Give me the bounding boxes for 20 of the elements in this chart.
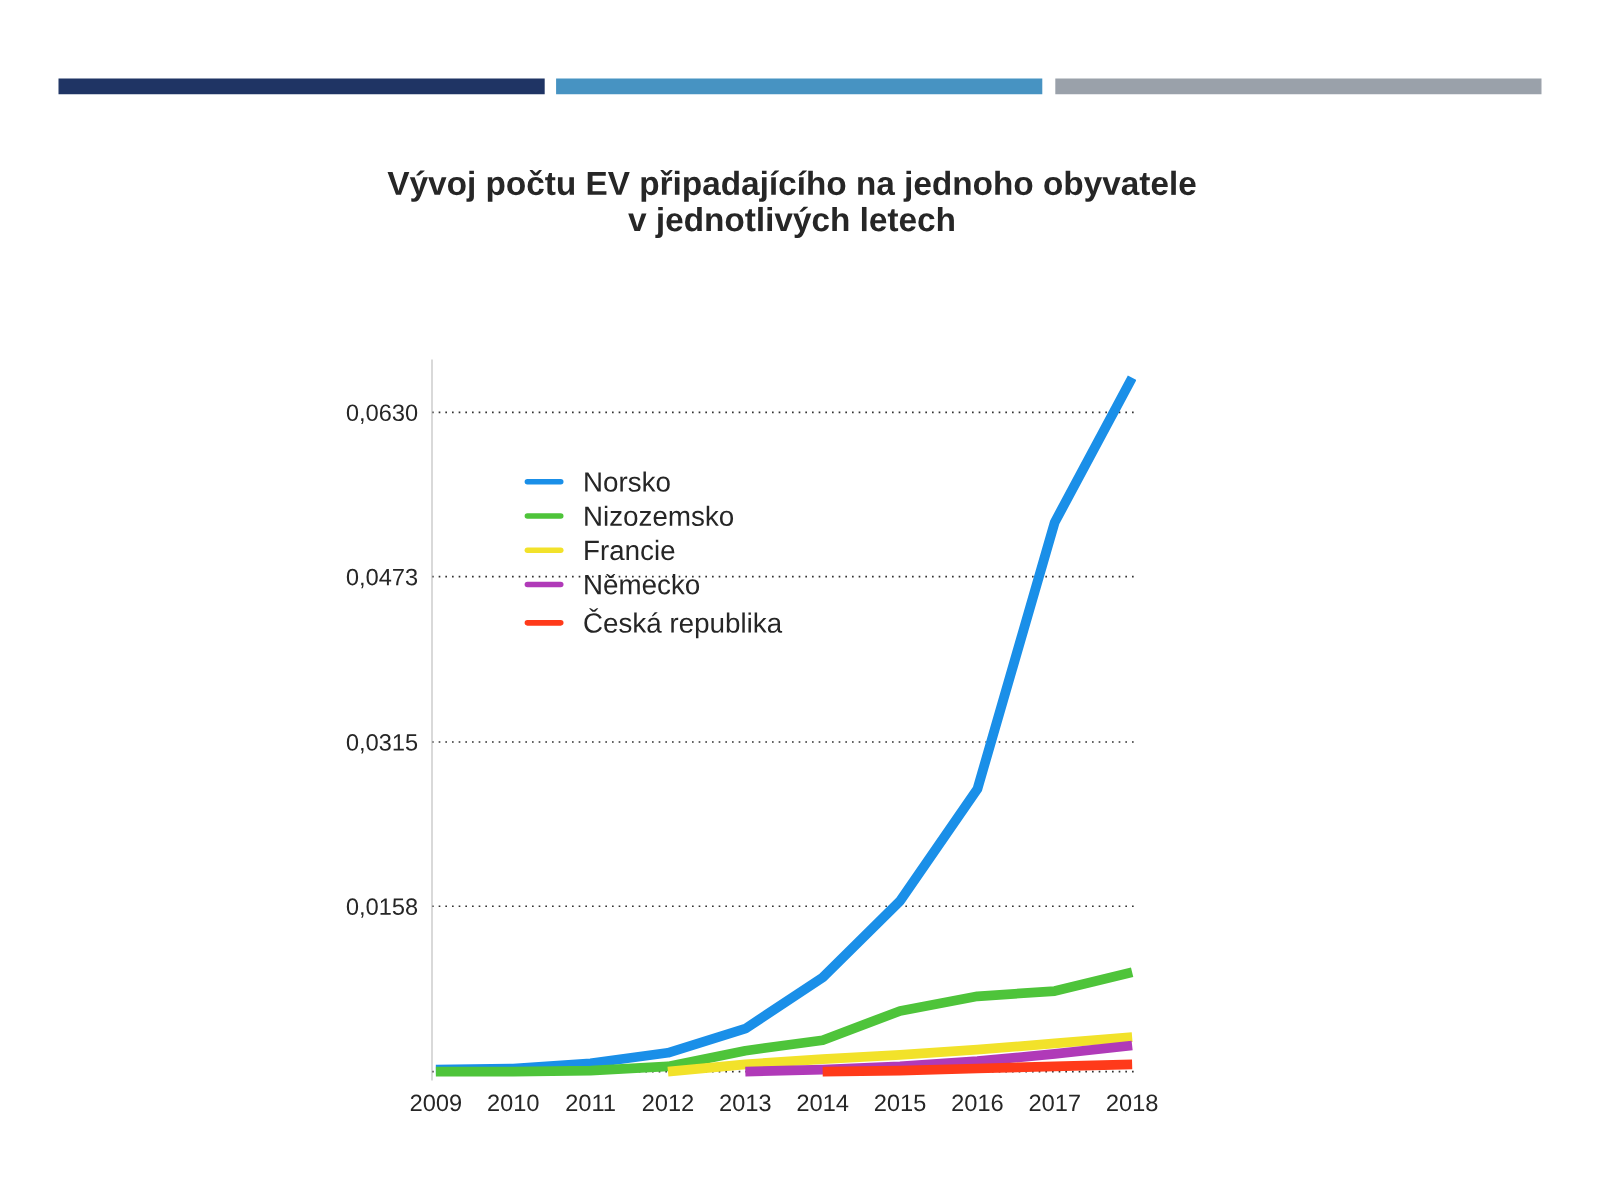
x-tick-label: 2009 xyxy=(410,1094,462,1112)
x-tick-label: 2011 xyxy=(566,1094,615,1112)
x-tick-label: 2012 xyxy=(642,1094,694,1112)
y-tick-label: 0,0315 xyxy=(346,734,418,754)
x-tick-label: 2018 xyxy=(1107,1094,1158,1112)
y-tick-label: 0,0630 xyxy=(346,404,418,424)
legend-label: Nizozemsko xyxy=(585,505,734,527)
y-tick-label: 0,0158 xyxy=(346,898,418,918)
legend-label: Norsko xyxy=(585,471,670,492)
x-tick-label: 2015 xyxy=(874,1094,926,1112)
x-tick-label: 2010 xyxy=(488,1094,539,1112)
x-tick-label: 2013 xyxy=(720,1094,771,1112)
y-tick-label: 0,0473 xyxy=(346,568,418,589)
x-tick-label: 2017 xyxy=(1029,1094,1080,1112)
x-tick-label: 2014 xyxy=(797,1094,849,1112)
legend-label: Francie xyxy=(585,539,675,561)
legend-label: Německo xyxy=(585,573,700,595)
legend-label: Česká republika xyxy=(584,608,783,639)
x-tick-label: 2016 xyxy=(952,1094,1003,1112)
chart-title: Vývoj počtu EV připadajícího na jednoho obyvatele v jednotlivých letech xyxy=(387,169,1196,239)
